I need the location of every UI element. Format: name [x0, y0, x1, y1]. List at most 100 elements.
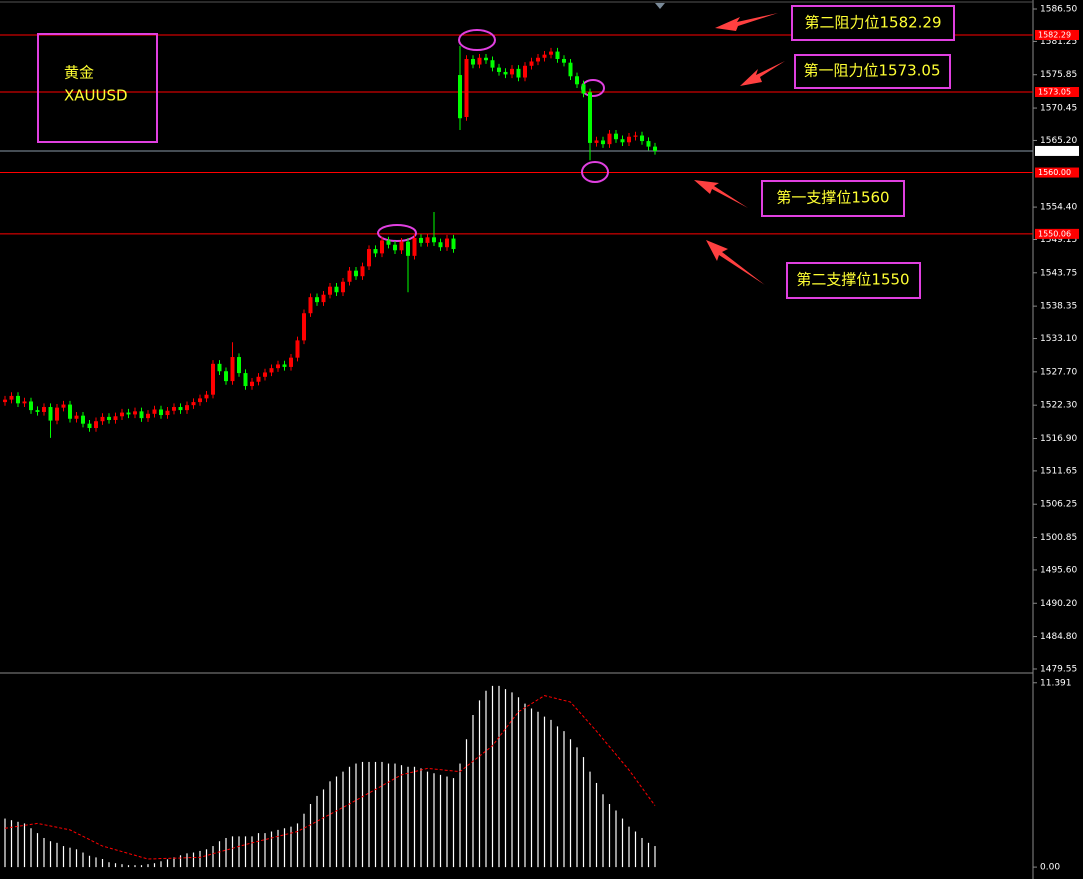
y-tick-label: 1484.80 — [1040, 632, 1077, 642]
candle-body — [191, 402, 196, 406]
candle-body — [542, 54, 547, 58]
annotation: 第一阻力位1573.05 — [803, 62, 940, 80]
candle-body — [555, 51, 560, 59]
candle-body — [243, 373, 248, 387]
candle-body — [87, 423, 92, 429]
y-tick-label: 1500.85 — [1040, 533, 1077, 543]
candle-body — [536, 57, 540, 62]
level-tag — [1035, 29, 1079, 40]
candle-body — [458, 75, 462, 119]
candle-body — [510, 68, 514, 75]
y-tick-label: 1575.85 — [1040, 70, 1077, 80]
candle-body — [68, 404, 72, 419]
arrow — [706, 240, 765, 285]
candle-body — [380, 240, 384, 254]
candle-body — [640, 135, 644, 142]
candle-body — [113, 416, 118, 420]
candle-body — [152, 409, 157, 414]
candle-body — [48, 407, 53, 421]
candle-body — [581, 84, 586, 94]
level-tag-label: 1560.00 — [1038, 168, 1071, 177]
y-tick-label: 1565.20 — [1040, 136, 1077, 146]
level-tag — [1035, 167, 1079, 178]
candle-body — [562, 58, 566, 63]
candle-body — [334, 286, 339, 293]
candle-body — [9, 395, 14, 400]
candle-body — [16, 395, 20, 404]
candle-body — [126, 412, 131, 415]
candle-body — [438, 242, 443, 248]
annotation-box — [786, 262, 921, 299]
candle-body — [627, 136, 631, 143]
candle-body — [406, 241, 410, 256]
y-tick-label: 1570.45 — [1040, 104, 1077, 114]
arrow — [715, 13, 778, 31]
candle-body — [354, 270, 358, 277]
candle-body — [55, 407, 59, 421]
candle-body — [269, 368, 274, 373]
y-tick-label: 1538.35 — [1040, 302, 1077, 312]
y-tick-label: 1581.25 — [1040, 37, 1077, 47]
candle-body — [523, 65, 527, 78]
candle-body — [185, 405, 189, 411]
candle-body — [35, 410, 40, 412]
candle-body — [529, 61, 534, 66]
signal-line — [4, 695, 656, 860]
y-tick-label: 1490.20 — [1040, 599, 1077, 609]
candle-body — [61, 404, 66, 408]
candle-body — [146, 413, 150, 419]
candle-body — [549, 51, 553, 55]
highlight-ellipse — [581, 161, 609, 183]
candle-body — [432, 237, 436, 243]
candle-body — [620, 139, 625, 143]
candle-body — [503, 71, 508, 75]
candle-body — [516, 68, 521, 78]
level-tag-label: 1582.29 — [1038, 30, 1071, 39]
candle-body — [393, 244, 397, 251]
candle-body — [29, 401, 33, 411]
candle-body — [341, 281, 345, 293]
y-tick-label: 1479.55 — [1040, 664, 1077, 674]
candle-body — [321, 294, 326, 303]
annotation-box — [791, 5, 955, 41]
candle-body — [133, 411, 137, 415]
chart-subtitle: XAUUSD — [64, 87, 128, 105]
candle-body — [172, 407, 176, 411]
y-tick-label: 1511.65 — [1040, 466, 1077, 476]
candle-body — [360, 266, 365, 277]
candle-body — [289, 357, 293, 367]
candle-body — [81, 415, 85, 424]
level-tag — [1035, 87, 1079, 98]
highlight-ellipse — [377, 224, 417, 242]
candle-body — [425, 237, 430, 243]
candle-body — [633, 135, 638, 137]
candle-body — [22, 401, 27, 404]
candle-body — [178, 407, 183, 411]
candle-body — [3, 399, 7, 403]
candle-body — [497, 67, 501, 72]
candle-body — [100, 416, 105, 422]
candle-body — [315, 297, 319, 303]
candle-body — [165, 410, 170, 416]
candle-body — [464, 58, 469, 117]
arrow — [694, 180, 748, 208]
candle-body — [386, 240, 391, 245]
candle-body — [451, 238, 456, 250]
level-tag — [1035, 145, 1079, 156]
chart-title: 黄金 — [64, 64, 94, 82]
candle-body — [594, 140, 599, 143]
candle-body — [347, 270, 352, 282]
y-tick-label: 1554.40 — [1040, 203, 1077, 213]
y-tick-label: 0.00 — [1040, 863, 1060, 873]
annotation: 第二阻力位1582.29 — [804, 14, 941, 32]
annotation-box — [794, 54, 951, 89]
y-tick-label: 1543.75 — [1040, 268, 1077, 278]
candle-body — [211, 363, 215, 395]
annotation: 第二支撑位1550 — [796, 271, 909, 289]
candle-body — [263, 372, 267, 377]
candle-body — [276, 364, 280, 369]
shift-marker — [655, 3, 665, 9]
y-tick-label: 1516.90 — [1040, 434, 1077, 444]
